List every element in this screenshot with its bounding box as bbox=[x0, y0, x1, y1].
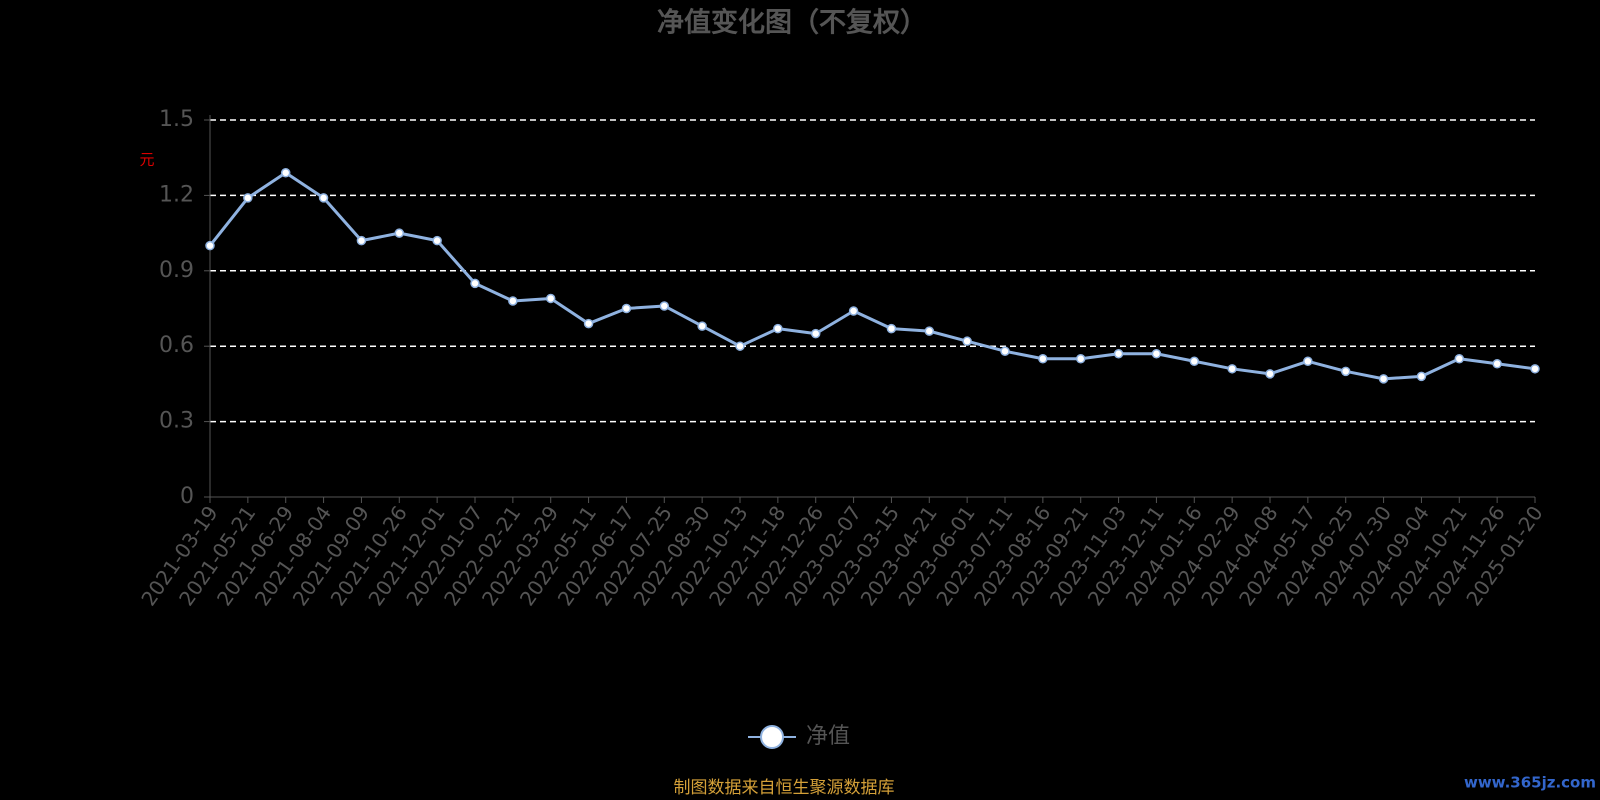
footer: 制图数据来自恒生聚源数据库 bbox=[674, 778, 895, 798]
point bbox=[470, 278, 480, 289]
y-tick-label: 1.2 bbox=[159, 182, 194, 207]
y-tick-label: 0.9 bbox=[159, 258, 194, 283]
point bbox=[318, 193, 329, 203]
y-axis-label: 元 bbox=[139, 151, 154, 169]
point bbox=[1000, 346, 1010, 356]
point bbox=[924, 326, 935, 336]
y-tick-label: 0.6 bbox=[159, 333, 194, 358]
y-tick-label: 0 bbox=[180, 484, 194, 509]
point bbox=[1378, 374, 1389, 384]
point bbox=[1416, 371, 1427, 382]
point bbox=[1151, 348, 1162, 359]
y-tick-label: 0.3 bbox=[159, 409, 194, 434]
point bbox=[545, 293, 556, 304]
point bbox=[1303, 356, 1313, 367]
point bbox=[1340, 366, 1351, 377]
watermark: www.365jz.com bbox=[1464, 774, 1596, 792]
point bbox=[735, 341, 745, 351]
point bbox=[773, 323, 783, 334]
chart-title: 净值变化图（不复权） bbox=[657, 7, 927, 39]
point bbox=[886, 323, 897, 334]
point bbox=[1454, 354, 1465, 364]
legend-label: 净值 bbox=[806, 724, 850, 749]
point bbox=[1113, 348, 1124, 359]
point bbox=[621, 303, 632, 314]
line bbox=[208, 171, 1536, 381]
point bbox=[962, 336, 972, 346]
point bbox=[659, 301, 670, 311]
point bbox=[280, 168, 291, 178]
point bbox=[1189, 356, 1200, 367]
point bbox=[432, 235, 442, 246]
point bbox=[1227, 364, 1237, 374]
point bbox=[1265, 369, 1275, 379]
legend-marker bbox=[760, 725, 784, 749]
point bbox=[1075, 354, 1086, 364]
point bbox=[205, 240, 215, 251]
y-tick-label: 1.5 bbox=[159, 107, 194, 132]
point bbox=[810, 328, 821, 339]
point bbox=[1492, 359, 1502, 369]
point bbox=[1530, 364, 1540, 374]
point bbox=[1038, 354, 1048, 364]
point bbox=[508, 296, 518, 306]
point bbox=[848, 306, 859, 316]
point bbox=[243, 193, 253, 203]
point bbox=[697, 321, 707, 331]
point bbox=[583, 318, 594, 329]
point bbox=[394, 228, 405, 238]
point bbox=[356, 235, 367, 246]
